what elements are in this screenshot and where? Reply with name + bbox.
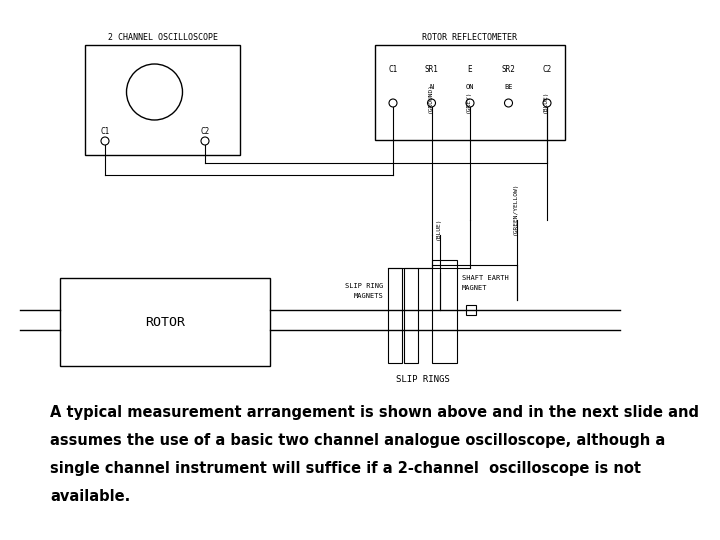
- Text: SLIP RINGS: SLIP RINGS: [395, 375, 449, 383]
- Text: (BLUE): (BLUE): [436, 218, 441, 240]
- Text: C1: C1: [100, 127, 109, 137]
- Text: (GREEN/YELLOW): (GREEN/YELLOW): [513, 183, 518, 235]
- Text: available.: available.: [50, 489, 130, 504]
- Text: MAGNETS: MAGNETS: [354, 293, 383, 299]
- Text: SLIP RING: SLIP RING: [345, 283, 383, 289]
- Bar: [388, 268, 402, 363]
- Circle shape: [428, 99, 436, 107]
- Text: single channel instrument will suffice if a 2-channel  oscilloscope is not: single channel instrument will suffice i…: [50, 461, 641, 476]
- Text: (BLUE): (BLUE): [543, 91, 548, 113]
- Circle shape: [127, 64, 182, 120]
- Text: N: N: [429, 84, 433, 90]
- Text: (GREY): (GREY): [466, 91, 471, 113]
- Circle shape: [201, 137, 209, 145]
- Bar: [404, 268, 418, 363]
- Circle shape: [101, 137, 109, 145]
- Text: ROTOR: ROTOR: [145, 315, 185, 328]
- Text: (GROUND): (GROUND): [428, 83, 433, 113]
- Bar: [85, 45, 240, 155]
- Bar: [466, 305, 476, 315]
- Bar: [432, 260, 457, 363]
- Text: C2: C2: [200, 127, 210, 137]
- Text: SR1: SR1: [425, 65, 438, 75]
- Text: ON: ON: [466, 84, 474, 90]
- Text: assumes the use of a basic two channel analogue oscilloscope, although a: assumes the use of a basic two channel a…: [50, 433, 665, 448]
- Circle shape: [543, 99, 551, 107]
- Text: SHAFT EARTH: SHAFT EARTH: [462, 275, 509, 281]
- Text: SR2: SR2: [502, 65, 516, 75]
- Circle shape: [466, 99, 474, 107]
- Bar: [60, 278, 270, 366]
- Bar: [375, 45, 565, 140]
- Text: MAGNET: MAGNET: [462, 285, 487, 291]
- Text: 2 CHANNEL OSCILLOSCOPE: 2 CHANNEL OSCILLOSCOPE: [107, 33, 217, 43]
- Text: A typical measurement arrangement is shown above and in the next slide and: A typical measurement arrangement is sho…: [50, 405, 699, 420]
- Text: C1: C1: [388, 65, 397, 75]
- Circle shape: [389, 99, 397, 107]
- Text: ROTOR REFLECTOMETER: ROTOR REFLECTOMETER: [423, 33, 518, 43]
- Text: E: E: [468, 65, 472, 75]
- Circle shape: [505, 99, 513, 107]
- Text: BE: BE: [504, 84, 513, 90]
- Text: C2: C2: [542, 65, 552, 75]
